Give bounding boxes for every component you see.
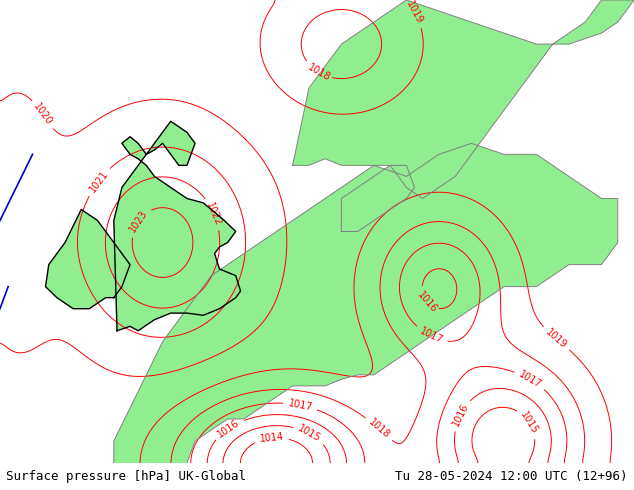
Polygon shape (293, 0, 634, 198)
Text: 1020: 1020 (32, 102, 54, 127)
Polygon shape (113, 143, 618, 474)
Polygon shape (341, 165, 415, 231)
Text: 1021: 1021 (87, 169, 110, 194)
Text: 1016: 1016 (216, 417, 242, 440)
Text: 1015: 1015 (297, 423, 323, 444)
Text: 1016: 1016 (416, 290, 439, 315)
Text: 1017: 1017 (287, 398, 313, 413)
Polygon shape (113, 121, 240, 331)
Polygon shape (46, 209, 130, 309)
Text: 1022: 1022 (204, 200, 223, 227)
Text: Surface pressure [hPa] UK-Global: Surface pressure [hPa] UK-Global (6, 470, 247, 483)
Text: 1016: 1016 (451, 402, 470, 428)
Text: 1017: 1017 (418, 326, 444, 346)
Text: 1018: 1018 (306, 62, 332, 83)
Text: 1019: 1019 (543, 327, 569, 350)
Text: 1023: 1023 (127, 208, 150, 235)
Text: 1018: 1018 (366, 417, 392, 441)
Text: 1014: 1014 (259, 432, 285, 444)
Text: 1019: 1019 (404, 0, 425, 25)
Text: 1017: 1017 (517, 369, 543, 390)
Text: 1015: 1015 (519, 410, 540, 436)
Text: Tu 28-05-2024 12:00 UTC (12+96): Tu 28-05-2024 12:00 UTC (12+96) (395, 470, 628, 483)
